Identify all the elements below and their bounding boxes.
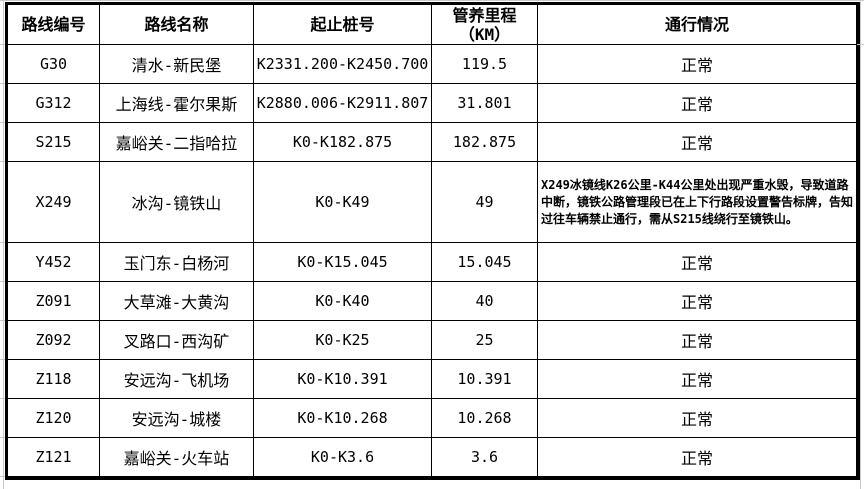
stake-range-cell: K0-K15.045 [253,242,432,282]
table-header-row: 路线编号 路线名称 起止桩号 管养里程 （KM） 通行情况 [7,4,857,45]
table-row: S215 嘉峪关-二指哈拉 K0-K182.875 182.875 正常 [7,122,857,162]
route-name-cell: 安远沟-飞机场 [99,359,254,399]
header-mileage-line1: 管养里程 [452,5,517,25]
stake-range-cell: K0-K10.268 [253,398,432,438]
sheet-gridline-row-stub [0,161,5,162]
route-code-cell: Z118 [7,359,100,399]
header-route-name: 路线名称 [99,4,254,45]
route-code-cell: Z092 [7,320,100,360]
route-name-cell: 嘉峪关-火车站 [99,437,254,477]
mileage-cell: 10.268 [431,398,538,438]
mileage-cell: 40 [431,281,538,321]
table-row: X249 冰沟-镜铁山 K0-K49 49 X249冰镜线K26公里-K44公里… [7,161,857,243]
table-row: Z091 大草滩-大黄沟 K0-K40 40 正常 [7,281,857,321]
table-row: Z121 嘉峪关-火车站 K0-K3.6 3.6 正常 [7,437,857,477]
traffic-status-cell: 正常 [537,320,857,360]
traffic-status-cell: 正常 [537,122,857,162]
table-row: G312 上海线-霍尔果斯 K2880.006-K2911.807 31.801… [7,83,857,123]
stake-range-cell: K0-K3.6 [253,437,432,477]
header-stake-range: 起止桩号 [253,4,432,45]
traffic-status-cell: 正常 [537,281,857,321]
route-code-cell: S215 [7,122,100,162]
sheet-gridline-row-stub [0,242,5,243]
mileage-cell: 3.6 [431,437,538,477]
sheet-gridline-row-stub [0,359,5,360]
mileage-cell: 25 [431,320,538,360]
header-traffic-status: 通行情况 [537,4,857,45]
stake-range-cell: K2880.006-K2911.807 [253,83,432,123]
traffic-status-cell: 正常 [537,83,857,123]
traffic-status-cell: 正常 [537,359,857,399]
route-code-cell: Z121 [7,437,100,477]
route-name-cell: 清水-新民堡 [99,44,254,84]
mileage-cell: 10.391 [431,359,538,399]
route-name-cell: 安远沟-城楼 [99,398,254,438]
table-row: Z118 安远沟-飞机场 K0-K10.391 10.391 正常 [7,359,857,399]
road-status-table: 路线编号 路线名称 起止桩号 管养里程 （KM） 通行情况 G30 清水-新民堡… [7,4,857,477]
mileage-cell: 31.801 [431,83,538,123]
table-row: Z092 叉路口-西沟矿 K0-K25 25 正常 [7,320,857,360]
route-name-cell: 冰沟-镜铁山 [99,161,254,243]
mileage-cell: 49 [431,161,538,243]
table-row: G30 清水-新民堡 K2331.200-K2450.700 119.5 正常 [7,44,857,84]
mileage-cell: 15.045 [431,242,538,282]
header-mileage-line2: （KM） [458,24,511,44]
stake-range-cell: K0-K49 [253,161,432,243]
stake-range-cell: K2331.200-K2450.700 [253,44,432,84]
sheet-gridline-top [0,0,864,1]
table-row: Y452 玉门东-白杨河 K0-K15.045 15.045 正常 [7,242,857,282]
sheet-gridline-row-stub [0,83,5,84]
route-name-cell: 玉门东-白杨河 [99,242,254,282]
sheet-gridline-row-stub [0,122,5,123]
route-name-cell: 嘉峪关-二指哈拉 [99,122,254,162]
sheet-gridline-row-stub [0,398,5,399]
route-code-cell: Z120 [7,398,100,438]
stake-range-cell: K0-K10.391 [253,359,432,399]
stake-range-cell: K0-K182.875 [253,122,432,162]
route-code-cell: G30 [7,44,100,84]
route-code-cell: Z091 [7,281,100,321]
route-code-cell: Y452 [7,242,100,282]
route-code-cell: G312 [7,83,100,123]
sheet-gridline-row-stub [0,320,5,321]
header-route-code: 路线编号 [7,4,100,45]
header-mileage: 管养里程 （KM） [431,4,538,45]
traffic-status-cell: 正常 [537,437,857,477]
sheet-gridline-row-stub [0,281,5,282]
sheet-gridline-row-stub [0,476,5,477]
sheet-gridline-left [3,0,4,489]
sheet-gridline-right [860,0,861,489]
traffic-status-cell: 正常 [537,242,857,282]
stake-range-cell: K0-K25 [253,320,432,360]
route-name-cell: 大草滩-大黄沟 [99,281,254,321]
traffic-status-cell: 正常 [537,398,857,438]
route-name-cell: 叉路口-西沟矿 [99,320,254,360]
route-name-cell: 上海线-霍尔果斯 [99,83,254,123]
sheet-gridline-header-right-stub [857,44,864,45]
traffic-status-cell: 正常 [537,44,857,84]
mileage-cell: 119.5 [431,44,538,84]
route-code-cell: X249 [7,161,100,243]
traffic-status-notice-cell: X249冰镜线K26公里-K44公里处出现严重水毁，导致道路中断，镜铁公路管理段… [537,161,857,243]
sheet-gridline-row-stub [0,44,5,45]
table-row: Z120 安远沟-城楼 K0-K10.268 10.268 正常 [7,398,857,438]
sheet-gridline-row-stub [0,437,5,438]
road-status-table-container: 路线编号 路线名称 起止桩号 管养里程 （KM） 通行情况 G30 清水-新民堡… [5,2,860,480]
stake-range-cell: K0-K40 [253,281,432,321]
mileage-cell: 182.875 [431,122,538,162]
